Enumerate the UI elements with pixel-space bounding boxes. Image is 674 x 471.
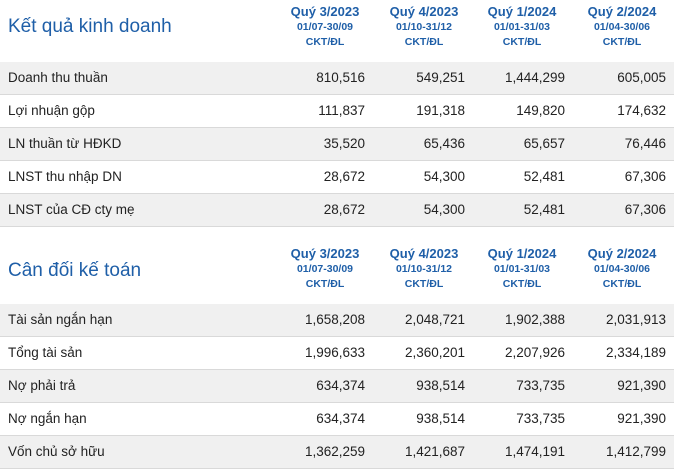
row-value: 1,996,633: [304, 345, 365, 360]
row-value: 67,306: [624, 169, 666, 184]
row-value: 191,318: [416, 103, 465, 118]
income-period-1: Quý 3/2023 01/07-30/09 CKT/ĐL: [275, 4, 375, 50]
table-row: LNST thu nhập DN 28,672 54,300 52,481 67…: [0, 161, 674, 194]
row-label: Doanh thu thuần: [8, 70, 108, 85]
row-label: Nợ phải trả: [8, 378, 76, 393]
period-audit: CKT/ĐL: [602, 278, 642, 290]
row-value: 1,474,191: [504, 444, 565, 459]
row-value: 1,421,687: [404, 444, 465, 459]
row-value: 65,657: [523, 136, 565, 151]
row-label: LNST thu nhập DN: [8, 169, 122, 184]
income-period-4: Quý 2/2024 01/04-30/06 CKT/ĐL: [572, 4, 672, 50]
row-value: 1,658,208: [304, 312, 365, 327]
row-value: 2,048,721: [404, 312, 465, 327]
balance-title: Cân đối kế toán: [8, 260, 142, 281]
row-label: LNST của CĐ cty mẹ: [8, 202, 135, 217]
period-quarter: Quý 2/2024: [587, 4, 657, 19]
row-value: 111,837: [318, 103, 365, 118]
row-value: 35,520: [323, 136, 365, 151]
period-audit: CKT/ĐL: [502, 278, 542, 290]
row-value: 52,481: [523, 202, 565, 217]
period-quarter: Quý 2/2024: [587, 246, 657, 261]
row-value: 1,412,799: [605, 444, 666, 459]
table-row: Doanh thu thuần 810,516 549,251 1,444,29…: [0, 62, 674, 95]
row-value: 28,672: [323, 169, 365, 184]
row-value: 28,672: [323, 202, 365, 217]
period-audit: CKT/ĐL: [305, 36, 345, 48]
row-label: LN thuần từ HĐKD: [8, 136, 122, 151]
balance-period-1: Quý 3/2023 01/07-30/09 CKT/ĐL: [275, 246, 375, 292]
period-range: 01/04-30/06: [593, 263, 651, 275]
row-label: Vốn chủ sở hữu: [8, 444, 105, 459]
row-value: 733,735: [516, 411, 565, 426]
period-quarter: Quý 3/2023: [290, 4, 360, 19]
row-value: 54,300: [423, 202, 465, 217]
row-value: 1,902,388: [504, 312, 565, 327]
row-value: 634,374: [316, 378, 365, 393]
row-value: 2,334,189: [605, 345, 666, 360]
row-value: 2,207,926: [504, 345, 565, 360]
table-row: Tổng tài sản 1,996,633 2,360,201 2,207,9…: [0, 337, 674, 370]
table-row: Nợ phải trả 634,374 938,514 733,735 921,…: [0, 370, 674, 403]
table-row: Lợi nhuận gộp 111,837 191,318 149,820 17…: [0, 95, 674, 128]
row-label: Tài sản ngắn hạn: [8, 312, 113, 327]
period-range: 01/04-30/06: [593, 21, 651, 33]
period-quarter: Quý 4/2023: [389, 246, 459, 261]
income-section: Kết quả kinh doanh Quý 3/2023 01/07-30/0…: [0, 0, 674, 227]
row-value: 938,514: [416, 411, 465, 426]
balance-period-2: Quý 4/2023 01/10-31/12 CKT/ĐL: [374, 246, 474, 292]
balance-period-3: Quý 1/2024 01/01-31/03 CKT/ĐL: [472, 246, 572, 292]
period-audit: CKT/ĐL: [404, 278, 444, 290]
period-audit: CKT/ĐL: [404, 36, 444, 48]
row-value: 52,481: [523, 169, 565, 184]
period-range: 01/01-31/03: [493, 263, 551, 275]
period-audit: CKT/ĐL: [305, 278, 345, 290]
period-audit: CKT/ĐL: [602, 36, 642, 48]
period-range: 01/10-31/12: [395, 263, 453, 275]
income-title: Kết quả kinh doanh: [8, 16, 172, 37]
income-period-3: Quý 1/2024 01/01-31/03 CKT/ĐL: [472, 4, 572, 50]
row-value: 1,362,259: [304, 444, 365, 459]
row-value: 634,374: [316, 411, 365, 426]
table-row: Nợ ngắn hạn 634,374 938,514 733,735 921,…: [0, 403, 674, 436]
period-quarter: Quý 3/2023: [290, 246, 360, 261]
row-value: 76,446: [624, 136, 666, 151]
period-range: 01/10-31/12: [395, 21, 453, 33]
table-row: Vốn chủ sở hữu 1,362,259 1,421,687 1,474…: [0, 436, 674, 469]
row-value: 921,390: [617, 411, 666, 426]
row-label: Nợ ngắn hạn: [8, 411, 87, 426]
balance-period-4: Quý 2/2024 01/04-30/06 CKT/ĐL: [572, 246, 672, 292]
row-value: 733,735: [516, 378, 565, 393]
row-value: 549,251: [416, 70, 465, 85]
row-value: 54,300: [423, 169, 465, 184]
period-quarter: Quý 4/2023: [389, 4, 459, 19]
row-value: 2,031,913: [605, 312, 666, 327]
row-label: Lợi nhuận gộp: [8, 103, 95, 118]
period-quarter: Quý 1/2024: [487, 4, 557, 19]
period-audit: CKT/ĐL: [502, 36, 542, 48]
table-row: LNST của CĐ cty mẹ 28,672 54,300 52,481 …: [0, 194, 674, 227]
row-value: 605,005: [617, 70, 666, 85]
row-value: 2,360,201: [404, 345, 465, 360]
balance-header: Cân đối kế toán Quý 3/2023 01/07-30/09 C…: [0, 242, 674, 304]
period-range: 01/01-31/03: [493, 21, 551, 33]
period-range: 01/07-30/09: [296, 21, 354, 33]
row-value: 65,436: [423, 136, 465, 151]
row-value: 1,444,299: [504, 70, 565, 85]
period-range: 01/07-30/09: [296, 263, 354, 275]
row-label: Tổng tài sản: [8, 345, 83, 360]
row-value: 938,514: [416, 378, 465, 393]
row-value: 174,632: [617, 103, 666, 118]
table-row: Tài sản ngắn hạn 1,658,208 2,048,721 1,9…: [0, 304, 674, 337]
income-header: Kết quả kinh doanh Quý 3/2023 01/07-30/0…: [0, 0, 674, 62]
income-period-2: Quý 4/2023 01/10-31/12 CKT/ĐL: [374, 4, 474, 50]
table-row: LN thuần từ HĐKD 35,520 65,436 65,657 76…: [0, 128, 674, 161]
row-value: 921,390: [617, 378, 666, 393]
row-value: 810,516: [316, 70, 365, 85]
row-value: 149,820: [516, 103, 565, 118]
balance-section: Cân đối kế toán Quý 3/2023 01/07-30/09 C…: [0, 242, 674, 469]
row-value: 67,306: [624, 202, 666, 217]
period-quarter: Quý 1/2024: [487, 246, 557, 261]
